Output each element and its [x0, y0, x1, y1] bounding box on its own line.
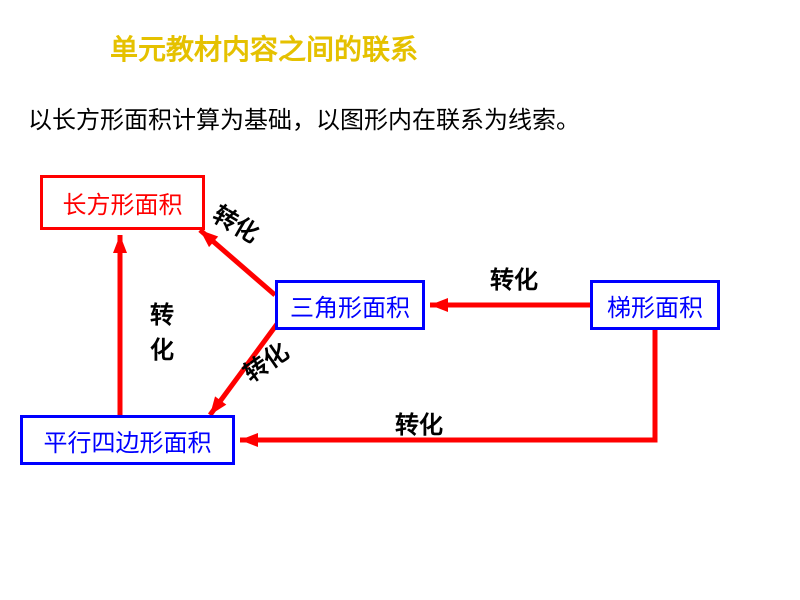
edge-label-tri-to-para: 转化 — [235, 332, 294, 388]
edge-label-trap-to-para: 转化 — [395, 405, 443, 440]
page-subtitle: 以长方形面积计算为基础，以图形内在联系为线索。 — [28, 100, 580, 135]
node-rectangle-area: 长方形面积 — [40, 175, 205, 230]
node-trapezoid-area: 梯形面积 — [590, 280, 720, 330]
node-parallelogram-area: 平行四边形面积 — [20, 415, 235, 465]
node-triangle-area: 三角形面积 — [275, 280, 425, 330]
page-title: 单元教材内容之间的联系 — [110, 28, 418, 68]
edge-label-tri-to-rect: 转化 — [208, 195, 267, 249]
edge-label-trap-to-tri: 转化 — [490, 260, 538, 295]
edge-label-para-to-rect: 转 化 — [150, 295, 174, 365]
